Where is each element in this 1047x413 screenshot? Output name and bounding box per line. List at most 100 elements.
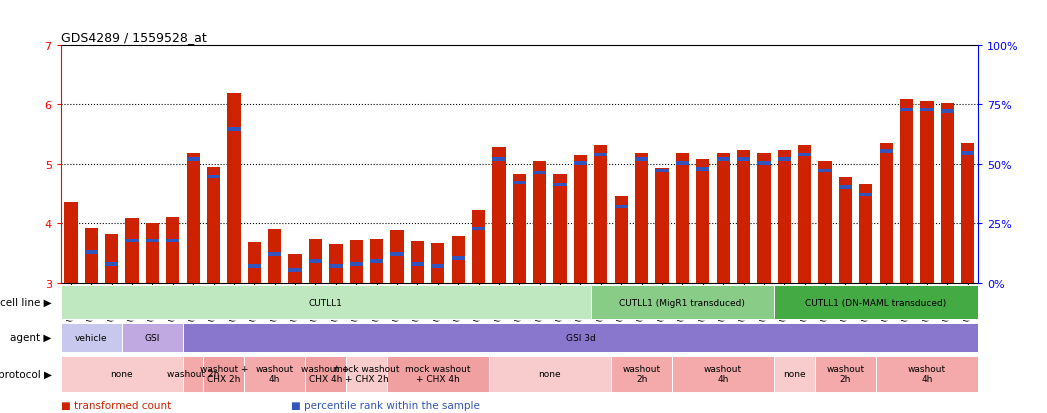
Text: protocol ▶: protocol ▶ (0, 369, 51, 379)
Bar (472, 211, 485, 283)
Bar (186, 158, 200, 161)
Bar (431, 264, 444, 268)
Bar (492, 148, 506, 283)
Bar (672, 356, 774, 392)
Bar (574, 162, 587, 165)
Bar (329, 244, 342, 283)
Text: washout +
CHX 2h: washout + CHX 2h (200, 364, 248, 383)
Text: CUTLL1: CUTLL1 (309, 298, 342, 307)
Bar (289, 254, 302, 283)
Bar (839, 177, 852, 283)
Bar (774, 286, 978, 319)
Bar (634, 158, 648, 161)
Text: washout
4h: washout 4h (255, 364, 294, 383)
Bar (696, 168, 710, 171)
Bar (533, 171, 547, 175)
Bar (819, 161, 831, 283)
Bar (410, 263, 424, 266)
Bar (920, 108, 934, 112)
Bar (203, 356, 244, 392)
Bar (940, 110, 954, 114)
Bar (126, 219, 138, 283)
Text: none: none (111, 369, 133, 378)
Text: agent ▶: agent ▶ (10, 332, 51, 343)
Bar (350, 240, 363, 283)
Text: ■ percentile rank within the sample: ■ percentile rank within the sample (291, 400, 480, 410)
Bar (815, 356, 876, 392)
Bar (227, 128, 241, 131)
Bar (961, 143, 975, 283)
Bar (309, 260, 322, 263)
Bar (289, 268, 302, 272)
Bar (591, 286, 774, 319)
Bar (774, 356, 815, 392)
Bar (778, 158, 790, 161)
Bar (615, 205, 628, 209)
Text: washout
4h: washout 4h (704, 364, 742, 383)
Bar (655, 169, 669, 283)
Bar (451, 257, 465, 260)
Bar (306, 356, 347, 392)
Bar (900, 100, 913, 283)
Bar (533, 161, 547, 283)
Bar (860, 185, 872, 283)
Bar (350, 263, 363, 266)
Bar (860, 193, 872, 197)
Bar (207, 176, 220, 179)
Text: washout
2h: washout 2h (623, 364, 661, 383)
Bar (146, 239, 159, 242)
Bar (61, 323, 121, 353)
Bar (513, 175, 526, 283)
Bar (675, 154, 689, 283)
Bar (634, 154, 648, 283)
Bar (85, 251, 98, 254)
Bar (492, 158, 506, 161)
Bar (675, 162, 689, 165)
Text: GSI 3d: GSI 3d (565, 333, 596, 342)
Text: vehicle: vehicle (75, 333, 108, 342)
Bar (183, 323, 978, 353)
Bar (879, 150, 893, 154)
Bar (595, 154, 607, 157)
Bar (183, 356, 203, 392)
Bar (961, 152, 975, 155)
Bar (166, 218, 179, 283)
Bar (839, 185, 852, 189)
Bar (105, 263, 118, 266)
Bar (574, 155, 587, 283)
Bar (186, 154, 200, 283)
Bar (391, 253, 404, 256)
Text: washout
2h: washout 2h (826, 364, 865, 383)
Text: CUTLL1 (DN-MAML transduced): CUTLL1 (DN-MAML transduced) (805, 298, 946, 307)
Bar (370, 260, 383, 263)
Bar (64, 203, 77, 283)
Bar (370, 240, 383, 283)
Bar (554, 175, 566, 283)
Bar (248, 242, 261, 283)
Bar (798, 154, 811, 157)
Bar (386, 356, 489, 392)
Text: GDS4289 / 1559528_at: GDS4289 / 1559528_at (61, 31, 206, 44)
Text: washout
4h: washout 4h (908, 364, 946, 383)
Bar (716, 154, 730, 283)
Bar (920, 102, 934, 283)
Bar (716, 158, 730, 161)
Bar (757, 162, 771, 165)
Bar (146, 223, 159, 283)
Bar (166, 239, 179, 242)
Bar (227, 94, 241, 283)
Bar (737, 151, 750, 283)
Bar (940, 104, 954, 283)
Bar (268, 253, 282, 256)
Text: ■ transformed count: ■ transformed count (61, 400, 171, 410)
Bar (819, 169, 831, 173)
Bar (876, 356, 978, 392)
Bar (879, 143, 893, 283)
Bar (798, 145, 811, 283)
Text: washout 2h: washout 2h (168, 369, 220, 378)
Bar (61, 356, 183, 392)
Bar (347, 356, 386, 392)
Bar (900, 108, 913, 112)
Bar (244, 356, 306, 392)
Bar (611, 356, 672, 392)
